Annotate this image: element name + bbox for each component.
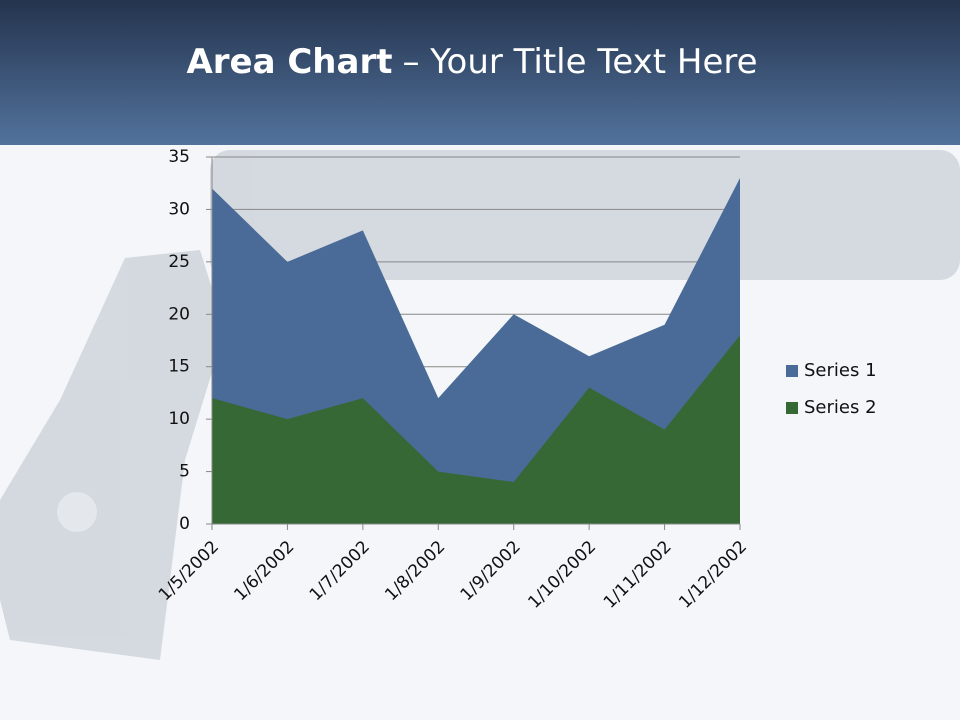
- title-text: – Your Title Text Here: [402, 42, 757, 82]
- y-tick-label: 0: [179, 514, 190, 534]
- y-tick-label: 35: [168, 147, 190, 167]
- y-tick-label: 20: [168, 304, 190, 324]
- y-tick-label: 30: [168, 199, 190, 219]
- background-image: [0, 150, 960, 660]
- area: [212, 335, 740, 524]
- y-tick-label: 5: [179, 462, 190, 482]
- y-tick-label: 10: [168, 409, 190, 429]
- chart-title: Area Chart – Your Title Text Here: [186, 42, 757, 82]
- y-tick-label: 25: [168, 252, 190, 272]
- legend-label: Series 2: [804, 397, 877, 418]
- legend-label: Series 1: [804, 360, 877, 381]
- legend-swatch: [786, 402, 798, 414]
- legend-swatch: [786, 365, 798, 377]
- header: [0, 0, 960, 145]
- y-tick-label: 15: [168, 357, 190, 377]
- title-bold: Area Chart: [186, 42, 392, 82]
